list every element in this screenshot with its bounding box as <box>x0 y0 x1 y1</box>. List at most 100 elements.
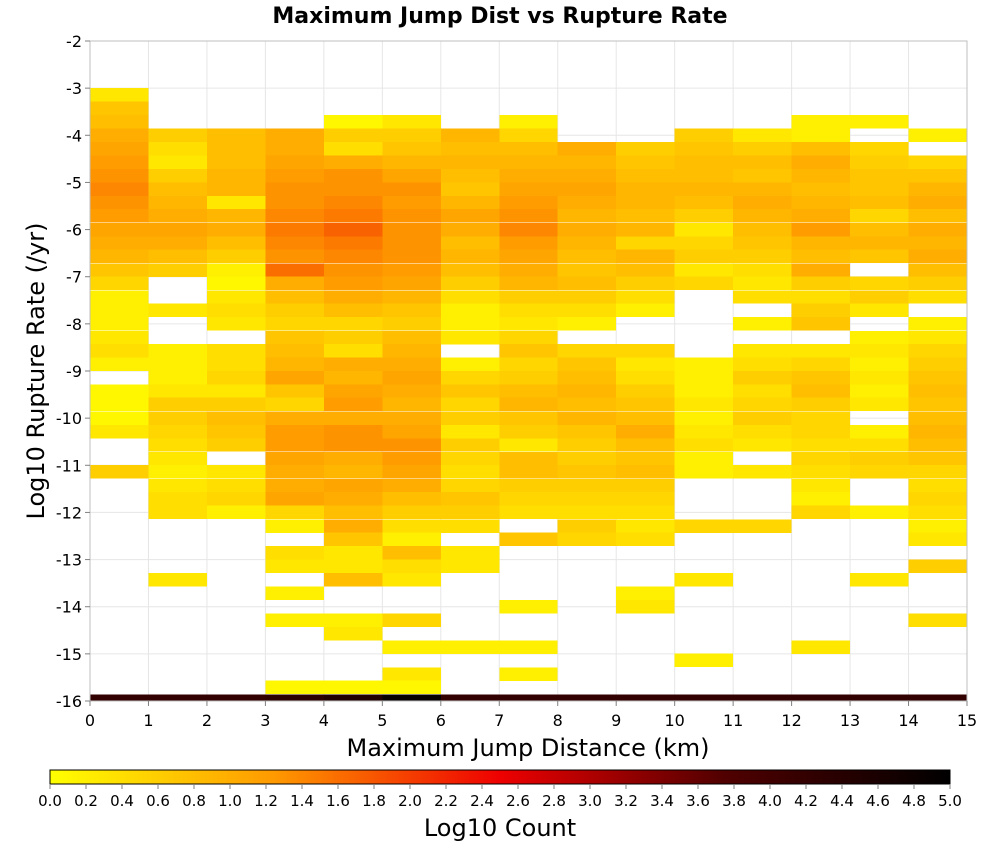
heatmap-cell <box>499 532 558 547</box>
heatmap-cell <box>382 519 441 533</box>
heatmap-cell <box>499 276 558 291</box>
heatmap-cell <box>908 209 967 223</box>
heatmap-cell <box>499 465 558 479</box>
heatmap-cell <box>323 276 383 291</box>
heatmap-cell <box>499 599 558 614</box>
heatmap-cell <box>499 492 558 506</box>
heatmap-cell <box>499 236 558 250</box>
heatmap-cell <box>733 343 792 358</box>
heatmap-cell <box>733 397 792 412</box>
heatmap-cell <box>733 236 792 250</box>
heatmap-cell <box>265 397 324 412</box>
heatmap-cell <box>908 317 967 331</box>
heatmap-cell <box>206 370 266 385</box>
heatmap-cell <box>791 114 851 129</box>
heatmap-cell <box>791 425 851 439</box>
heatmap-cell <box>791 222 851 237</box>
heatmap-cell <box>733 128 792 143</box>
heatmap-cell <box>674 411 734 425</box>
heatmap-cell <box>382 209 441 223</box>
colorbar-ticks: 0.0 0.2 0.4 0.6 0.8 1.0 1.2 1.4 1.6 1.8 2.0 2.2 2.4 2… <box>38 784 962 810</box>
heatmap-cell <box>90 276 149 291</box>
heatmap-cell <box>850 114 909 129</box>
heatmap-cell <box>206 222 266 237</box>
heatmap-cell <box>499 438 558 452</box>
heatmap-cell <box>557 438 617 452</box>
heatmap-cell <box>382 478 441 493</box>
heatmap-cell <box>265 303 324 317</box>
heatmap-cell <box>908 169 967 183</box>
colorbar <box>49 769 951 785</box>
heatmap-cell <box>90 169 149 183</box>
heatmap-cell <box>791 276 851 291</box>
heatmap-cell <box>733 169 792 183</box>
heatmap-cell <box>791 478 851 493</box>
heatmap-cell <box>206 357 266 372</box>
heatmap-cell <box>206 478 266 493</box>
heatmap-cell <box>791 249 851 264</box>
colorbar-tick-label: 4.0 <box>758 792 782 810</box>
heatmap-cell <box>440 370 500 385</box>
heatmap-cell <box>499 640 558 654</box>
heatmap-cell <box>674 276 734 291</box>
heatmap-cell <box>440 236 500 250</box>
heatmap-cell <box>733 142 792 156</box>
heatmap-cell <box>850 182 909 196</box>
heatmap-cell <box>90 357 149 372</box>
heatmap-cell <box>674 236 734 250</box>
heatmap-cell <box>850 276 909 291</box>
heatmap-cell <box>557 182 617 196</box>
heatmap-cell <box>674 195 734 210</box>
heatmap-cell <box>382 438 441 452</box>
colorbar-tick-label: 2.4 <box>470 792 494 810</box>
y-axis-label: Log10 Rupture Rate (/yr) <box>22 223 50 520</box>
heatmap-cell <box>674 694 734 701</box>
heatmap-cell <box>499 114 558 129</box>
heatmap-cell <box>908 492 967 506</box>
heatmap-cell <box>90 155 149 169</box>
colorbar-tick-label: 2.2 <box>434 792 458 810</box>
heatmap-cell <box>850 169 909 183</box>
heatmap-cell <box>557 492 617 506</box>
heatmap-cell <box>90 222 149 237</box>
y-tick-label: -9 <box>66 362 82 381</box>
heatmap-cell <box>616 384 675 399</box>
heatmap-cell <box>148 492 207 506</box>
heatmap-cell <box>265 236 324 250</box>
heatmap-cell <box>674 249 734 264</box>
heatmap-cell <box>206 465 266 479</box>
colorbar-tick-label: 2.6 <box>506 792 530 810</box>
heatmap-cell <box>382 343 441 358</box>
heatmap-cell <box>499 425 558 439</box>
heatmap-cell <box>323 128 383 143</box>
heatmap-cell <box>206 236 266 250</box>
heatmap-cell <box>323 411 383 425</box>
heatmap-cell <box>908 519 967 533</box>
heatmap-cell <box>382 451 441 466</box>
heatmap-cell <box>382 330 441 345</box>
colorbar-tick-label: 0.8 <box>182 792 206 810</box>
heatmap-cell <box>557 236 617 250</box>
heatmap-cell <box>616 599 675 614</box>
heatmap-cell <box>206 182 266 196</box>
heatmap-cell <box>850 209 909 223</box>
colorbar-label: Log10 Count <box>424 814 576 842</box>
heatmap-cell <box>908 236 967 250</box>
heatmap-cell <box>382 263 441 277</box>
heatmap-cell <box>440 384 500 399</box>
heatmap-cell <box>323 222 383 237</box>
heatmap-cell <box>148 425 207 439</box>
heatmap-cell <box>850 573 909 587</box>
heatmap-cell <box>265 195 324 210</box>
heatmap-cell <box>616 451 675 466</box>
heatmap-cell <box>616 505 675 520</box>
heatmap-cell <box>440 425 500 439</box>
heatmap-cell <box>382 492 441 506</box>
colorbar-tick-label: 0.4 <box>110 792 134 810</box>
heatmap-cell <box>382 370 441 385</box>
heatmap-cell <box>382 505 441 520</box>
x-tick-label: 13 <box>840 711 860 730</box>
heatmap-cell <box>908 532 967 547</box>
heatmap-cell <box>733 438 792 452</box>
